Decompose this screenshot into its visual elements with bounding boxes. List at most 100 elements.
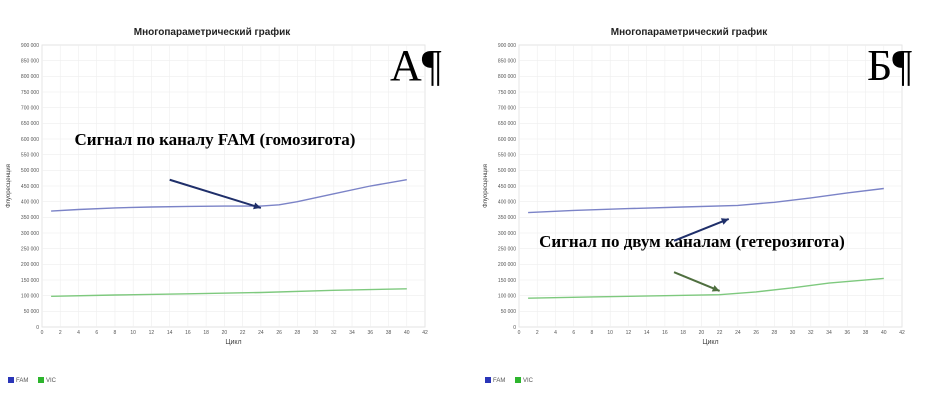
y-tick-label: 450 000	[498, 184, 516, 190]
y-tick-label: 350 000	[21, 215, 39, 221]
x-tick-label: 42	[899, 330, 905, 336]
y-tick-label: 600 000	[21, 137, 39, 143]
x-tick-label: 2	[59, 330, 62, 336]
y-tick-label: 300 000	[498, 231, 516, 237]
y-tick-label: 350 000	[498, 215, 516, 221]
x-tick-label: 26	[753, 330, 759, 336]
y-tick-label: 0	[513, 325, 516, 331]
x-tick-label: 0	[518, 330, 521, 336]
x-axis-label: Цикл	[702, 339, 718, 346]
x-tick-label: 38	[386, 330, 392, 336]
y-tick-label: 850 000	[498, 58, 516, 64]
y-tick-label: 650 000	[498, 121, 516, 127]
legend-label-fam: FAM	[493, 378, 505, 384]
x-tick-label: 32	[331, 330, 337, 336]
y-tick-label: 100 000	[498, 293, 516, 299]
y-tick-label: 800 000	[21, 74, 39, 80]
x-tick-label: 12	[149, 330, 155, 336]
chart-title: Многопараметрический график	[134, 26, 291, 38]
chart-a-svg: Многопараметрический график 0 50 000 100 00…	[6, 26, 442, 384]
y-tick-label: 0	[36, 325, 39, 331]
x-tick-label: 10	[607, 330, 613, 336]
x-tick-label: 6	[95, 330, 98, 336]
y-tick-label: 150 000	[21, 278, 39, 284]
x-tick-label: 16	[662, 330, 668, 336]
annotation-arrow-line	[673, 217, 730, 242]
y-tick-label: 900 000	[498, 43, 516, 49]
legend-swatch-fam	[8, 377, 14, 383]
y-tick-label: 50 000	[501, 309, 517, 315]
y-tick-label: 750 000	[498, 90, 516, 96]
x-tick-label: 8	[591, 330, 594, 336]
x-tick-label: 40	[404, 330, 410, 336]
y-tick-label: 700 000	[21, 105, 39, 111]
x-tick-label: 16	[185, 330, 191, 336]
x-tick-label: 20	[222, 330, 228, 336]
annotation-arrow-head	[720, 218, 729, 225]
y-tick-label: 300 000	[21, 231, 39, 237]
y-tick-label: 550 000	[21, 152, 39, 158]
x-tick-label: 4	[77, 330, 80, 336]
annotation-arrow-head	[253, 202, 261, 210]
panel-letter: А¶	[390, 41, 442, 90]
series-line-vic	[528, 277, 884, 299]
panel-letter: Б¶	[867, 41, 912, 90]
annotation-arrow-line	[673, 271, 721, 292]
x-tick-label: 0	[41, 330, 44, 336]
legend-label-fam: FAM	[16, 378, 28, 384]
y-tick-label: 400 000	[21, 199, 39, 205]
chart-b-svg: Многопараметрический график 0 50 000 100 00…	[483, 26, 912, 384]
legend-swatch-vic	[515, 377, 521, 383]
x-tick-label: 34	[826, 330, 832, 336]
legend-swatch-fam	[485, 377, 491, 383]
series-line-vic	[51, 288, 407, 297]
x-tick-label: 34	[349, 330, 355, 336]
annotation-text: Сигнал по каналу FAM (гомозигота)	[75, 130, 356, 149]
x-tick-label: 14	[167, 330, 173, 336]
x-tick-label: 32	[808, 330, 814, 336]
x-tick-label: 20	[699, 330, 705, 336]
x-tick-label: 38	[863, 330, 869, 336]
x-tick-label: 36	[845, 330, 851, 336]
legend-label-vic: VIC	[46, 378, 57, 384]
x-tick-label: 22	[717, 330, 723, 336]
y-tick-label: 200 000	[21, 262, 39, 268]
x-tick-label: 42	[422, 330, 428, 336]
y-tick-label: 500 000	[498, 168, 516, 174]
x-tick-label: 30	[790, 330, 796, 336]
y-tick-label: 600 000	[498, 137, 516, 143]
y-tick-label: 800 000	[498, 74, 516, 80]
x-tick-label: 24	[735, 330, 741, 336]
x-tick-label: 30	[313, 330, 319, 336]
y-tick-label: 900 000	[21, 43, 39, 49]
y-tick-label: 750 000	[21, 90, 39, 96]
y-tick-label: 550 000	[498, 152, 516, 158]
chart-panel-b: Многопараметрический график 0 50 000 100 00…	[477, 0, 947, 408]
annotation-arrow-line	[169, 178, 262, 209]
x-tick-label: 24	[258, 330, 264, 336]
y-tick-label: 250 000	[498, 246, 516, 252]
y-tick-label: 700 000	[498, 105, 516, 111]
legend-swatch-vic	[38, 377, 44, 383]
x-tick-label: 18	[203, 330, 209, 336]
y-tick-label: 850 000	[21, 58, 39, 64]
x-tick-label: 26	[276, 330, 282, 336]
y-tick-label: 100 000	[21, 293, 39, 299]
x-tick-label: 18	[680, 330, 686, 336]
x-tick-label: 6	[572, 330, 575, 336]
chart-title: Многопараметрический график	[611, 26, 768, 38]
y-tick-label: 50 000	[24, 309, 40, 315]
annotation-text: Сигнал по двум каналам (гетерозигота)	[539, 232, 845, 251]
x-tick-label: 8	[114, 330, 117, 336]
x-tick-label: 28	[295, 330, 301, 336]
y-tick-label: 450 000	[21, 184, 39, 190]
x-tick-label: 2	[536, 330, 539, 336]
y-axis-label: Флуоресценция	[6, 164, 12, 208]
series-line-fam	[528, 187, 884, 214]
y-tick-label: 150 000	[498, 278, 516, 284]
y-tick-label: 200 000	[498, 262, 516, 268]
x-tick-label: 36	[368, 330, 374, 336]
annotation-arrow-head	[711, 285, 720, 292]
x-tick-label: 40	[881, 330, 887, 336]
y-tick-label: 650 000	[21, 121, 39, 127]
